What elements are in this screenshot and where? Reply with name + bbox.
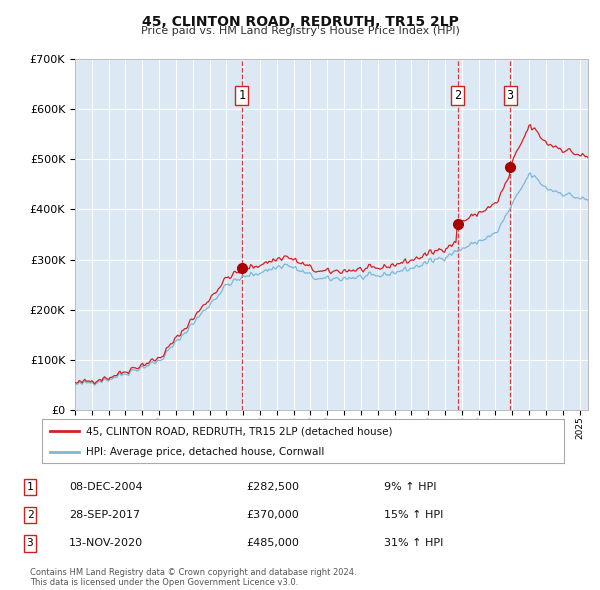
Text: 3: 3	[26, 539, 34, 548]
Text: £370,000: £370,000	[246, 510, 299, 520]
Text: 45, CLINTON ROAD, REDRUTH, TR15 2LP (detached house): 45, CLINTON ROAD, REDRUTH, TR15 2LP (det…	[86, 427, 393, 436]
Text: HPI: Average price, detached house, Cornwall: HPI: Average price, detached house, Corn…	[86, 447, 325, 457]
Text: 28-SEP-2017: 28-SEP-2017	[69, 510, 140, 520]
Text: Price paid vs. HM Land Registry's House Price Index (HPI): Price paid vs. HM Land Registry's House …	[140, 26, 460, 36]
Text: 45, CLINTON ROAD, REDRUTH, TR15 2LP: 45, CLINTON ROAD, REDRUTH, TR15 2LP	[142, 15, 458, 29]
Text: 1: 1	[238, 89, 245, 102]
Text: 31% ↑ HPI: 31% ↑ HPI	[384, 539, 443, 548]
Text: 15% ↑ HPI: 15% ↑ HPI	[384, 510, 443, 520]
Text: 1: 1	[26, 482, 34, 491]
Text: Contains HM Land Registry data © Crown copyright and database right 2024.
This d: Contains HM Land Registry data © Crown c…	[30, 568, 356, 587]
Text: 2: 2	[26, 510, 34, 520]
Text: 9% ↑ HPI: 9% ↑ HPI	[384, 482, 437, 491]
Text: 2: 2	[454, 89, 461, 102]
Text: 13-NOV-2020: 13-NOV-2020	[69, 539, 143, 548]
Text: 08-DEC-2004: 08-DEC-2004	[69, 482, 143, 491]
Text: £485,000: £485,000	[246, 539, 299, 548]
Text: 3: 3	[506, 89, 514, 102]
Text: £282,500: £282,500	[246, 482, 299, 491]
